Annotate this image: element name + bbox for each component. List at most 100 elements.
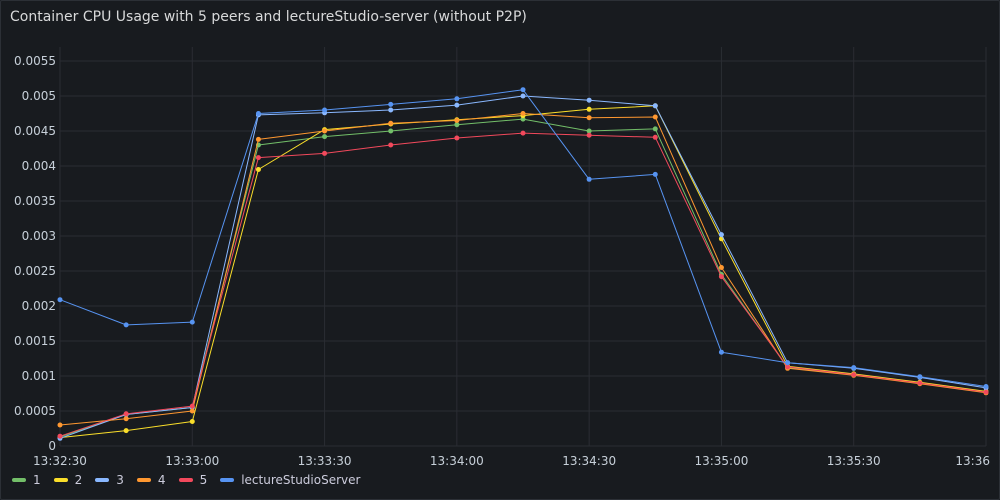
data-point [57, 297, 63, 303]
data-point [189, 408, 195, 414]
data-point [586, 176, 592, 182]
data-point [652, 114, 658, 120]
legend-label: 5 [199, 473, 208, 487]
data-point [718, 265, 724, 270]
line-chart: 0 0.0005 0.001 0.0015 0.002 0.0025 0.003 0.0035… [14, 47, 990, 468]
y-tick-label: 0.0005 [14, 404, 56, 418]
data-point [454, 96, 460, 102]
data-point [322, 107, 328, 113]
series-line-2 [59, 105, 987, 439]
data-point [388, 107, 394, 113]
legend-item[interactable]: 4 [136, 473, 166, 487]
y-tick-label: 0.005 [22, 89, 56, 103]
legend-swatch [220, 478, 235, 482]
data-point [586, 132, 592, 138]
legend-swatch [95, 478, 110, 482]
data-point [322, 134, 328, 140]
data-point [189, 319, 195, 325]
data-point [785, 360, 791, 366]
data-point [586, 106, 592, 112]
data-point [520, 116, 526, 122]
data-point [123, 322, 129, 328]
y-tick-label: 0.0015 [14, 334, 56, 348]
x-tick-label: 13:32:30 [33, 454, 87, 468]
panel-title: Container CPU Usage with 5 peers and lec… [10, 9, 527, 25]
series-line-5 [59, 132, 987, 437]
legend-item[interactable]: lectureStudioServer [220, 473, 360, 487]
data-point [652, 103, 658, 109]
x-tick-label: 13:33:00 [165, 454, 219, 468]
data-point [189, 403, 195, 409]
legend-swatch [136, 478, 151, 482]
data-point [586, 115, 592, 121]
y-tick-label: 0.0025 [14, 264, 56, 278]
y-tick-label: 0.001 [22, 369, 56, 383]
legend-swatch [178, 478, 193, 482]
x-tick-label: 13:34:00 [430, 454, 484, 468]
data-point [718, 349, 724, 355]
y-tick-label: 0.0045 [14, 124, 56, 138]
data-point [388, 142, 394, 148]
data-point [718, 274, 724, 280]
legend-item[interactable]: 3 [95, 473, 124, 487]
data-point [586, 97, 592, 103]
legend-item[interactable]: 5 [178, 473, 208, 487]
data-point [983, 389, 989, 395]
legend-label: lectureStudioServer [241, 473, 361, 487]
data-point [57, 433, 63, 439]
x-tick-label: 13:33:30 [298, 454, 352, 468]
data-point [388, 128, 394, 134]
legend-label: 3 [116, 473, 124, 487]
data-point [454, 118, 460, 123]
y-tick-label: 0.004 [22, 159, 56, 173]
data-point [322, 150, 328, 156]
data-point [652, 126, 658, 132]
data-point [123, 411, 129, 417]
legend-swatch [53, 478, 68, 482]
y-tick-label: 0.0035 [14, 194, 56, 208]
data-point [255, 155, 261, 161]
data-point [917, 380, 923, 386]
data-point [851, 365, 857, 371]
data-point [983, 384, 989, 389]
data-point [57, 422, 63, 428]
legend-label: 2 [74, 473, 83, 487]
chart-legend: 1 2 3 4 5 lectureStudioServer [12, 473, 373, 487]
y-tick-label: 0.0055 [14, 54, 56, 68]
y-tick-label: 0.003 [22, 229, 56, 243]
x-tick-label: 13:35:00 [694, 454, 748, 468]
legend-item[interactable]: 2 [53, 473, 83, 487]
legend-label: 1 [33, 473, 41, 487]
data-point [520, 130, 526, 136]
y-tick-label: 0 [48, 439, 56, 453]
series-line-1 [59, 118, 987, 438]
data-point [785, 364, 791, 370]
legend-swatch [12, 478, 26, 482]
data-point [189, 419, 195, 424]
legend-item[interactable]: 1 [12, 473, 41, 487]
data-point [454, 122, 460, 128]
data-point [454, 102, 460, 108]
series-line-3 [59, 95, 987, 439]
data-point [586, 128, 592, 134]
data-point [255, 111, 261, 116]
y-tick-label: 0.002 [22, 299, 56, 313]
data-point [255, 136, 261, 142]
data-point [652, 134, 658, 140]
data-point [388, 120, 394, 126]
data-point [255, 167, 261, 172]
x-tick-label: 13:36 [955, 454, 990, 468]
data-point [388, 101, 394, 107]
data-point [520, 93, 526, 99]
data-point [851, 372, 857, 378]
data-point [123, 416, 129, 422]
data-point [520, 111, 526, 116]
legend-label: 4 [157, 473, 166, 487]
data-point [652, 171, 658, 177]
data-point [718, 232, 724, 238]
data-point [917, 374, 923, 380]
data-point [123, 428, 129, 434]
x-tick-label: 13:35:30 [827, 454, 881, 468]
data-point [454, 135, 460, 141]
